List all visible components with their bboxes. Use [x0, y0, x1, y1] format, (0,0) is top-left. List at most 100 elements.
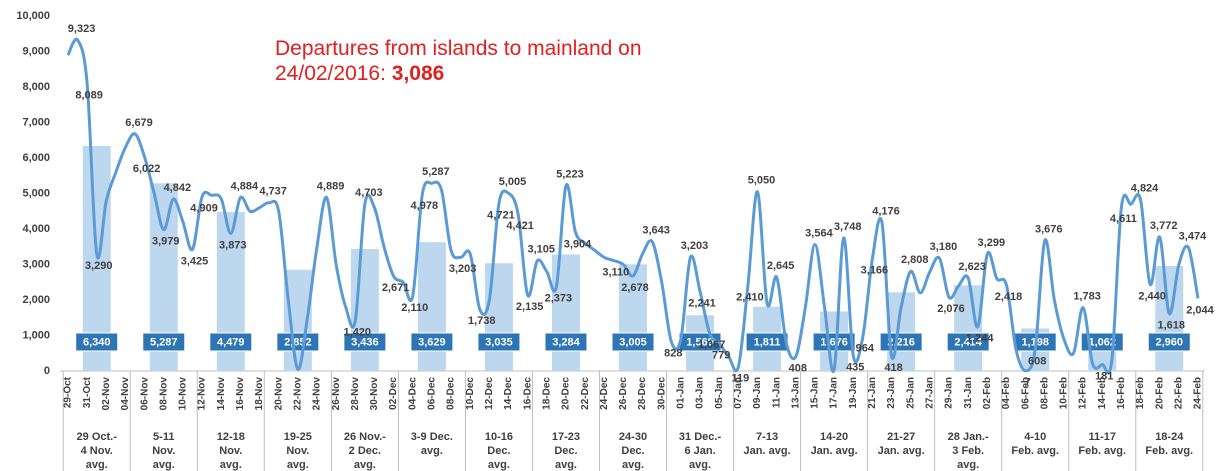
y-tick-label: 5,000 [22, 187, 50, 199]
data-label: 2,076 [937, 303, 965, 315]
x-tick-label: 20-Nov [273, 377, 284, 411]
data-label: 4,909 [190, 203, 218, 215]
week-label: Jan. avg. [811, 445, 858, 457]
week-label: 26 Nov.- [344, 431, 386, 443]
x-tick-label: 10-Feb [1059, 377, 1070, 409]
data-label: 828 [664, 348, 682, 360]
x-tick-label: 31-Jan [963, 377, 974, 409]
x-tick-label: 18-Dec [541, 377, 552, 410]
bar-value-label: 2,216 [887, 336, 915, 348]
data-label: 1,244 [966, 333, 994, 345]
bar-label-box [276, 332, 320, 352]
y-tick-label: 7,000 [22, 116, 50, 128]
week-label: 31 Dec.- [679, 431, 722, 443]
data-label: 435 [846, 361, 864, 373]
data-label: 4,421 [506, 220, 534, 232]
bar-value-label: 2,960 [1156, 336, 1184, 348]
data-label: 4,884 [231, 181, 259, 193]
y-tick-label: 8,000 [22, 81, 50, 93]
x-tick-label: 14-Feb [1097, 377, 1108, 409]
bar-label-box [544, 332, 588, 352]
x-tick-label: 08-Nov [158, 377, 169, 411]
data-label: 3,873 [219, 239, 247, 251]
x-tick-label: 19-Jan [848, 377, 859, 409]
bar-label-box [477, 332, 521, 352]
x-tick-label: 11-Jan [771, 377, 782, 408]
bar-label-box [343, 332, 387, 352]
y-tick-label: 2,000 [22, 294, 50, 306]
x-tick-label: 27-Jan [925, 377, 936, 409]
chart-title: Departures from islands to mainland on 2… [275, 37, 642, 85]
week-label: Nov. [152, 445, 175, 457]
week-label: 3 Feb. [952, 445, 984, 457]
bar [484, 263, 513, 371]
x-tick-label: 16-Dec [522, 377, 533, 410]
week-label: avg. [421, 445, 443, 457]
x-tick-label: 29-Oct [63, 376, 74, 408]
bar-label-box [1147, 332, 1191, 352]
bar-label-box [209, 332, 253, 352]
data-label: 5,005 [499, 176, 527, 188]
data-label: 2,110 [401, 302, 428, 314]
data-label: 2,440 [1138, 290, 1166, 302]
week-label: avg. [957, 459, 979, 471]
data-label: 4,703 [355, 187, 383, 199]
data-label: 6,022 [133, 163, 161, 175]
x-tick-label: 22-Nov [292, 377, 303, 411]
week-label: 18-24 [1155, 431, 1184, 443]
x-tick-label: 20-Feb [1154, 377, 1165, 409]
data-label: 181 [1095, 370, 1113, 382]
x-tick-label: 24-Dec [599, 377, 610, 410]
x-tick-label: 30-Nov [369, 377, 380, 411]
data-label: 4,737 [259, 186, 287, 198]
week-label: 11-17 [1088, 431, 1116, 443]
bar-value-label: 5,287 [150, 336, 178, 348]
data-label: 2,135 [516, 301, 544, 313]
week-label: 4 Nov. [81, 445, 113, 457]
bar-value-label: 6,340 [83, 336, 111, 348]
x-tick-label: 20-Dec [561, 377, 572, 410]
x-tick-label: 26-Nov [331, 377, 342, 411]
x-tick-label: 02-Feb [982, 377, 993, 409]
x-tick-label: 26-Dec [618, 377, 629, 410]
x-tick-label: 13-Jan [790, 377, 801, 409]
data-label: 3,290 [85, 260, 113, 272]
bar-value-label: 3,005 [619, 336, 647, 348]
week-label: Jan. avg. [744, 445, 791, 457]
y-tick-label: 1,000 [22, 329, 50, 341]
data-label: 3,203 [449, 263, 477, 275]
bar-value-label: 1,569 [686, 336, 714, 348]
data-label: 2,678 [621, 282, 649, 294]
bar-value-label: 4,479 [217, 336, 245, 348]
x-tick-label: 16-Nov [235, 377, 246, 411]
x-tick-label: 28-Nov [350, 377, 361, 411]
data-label: 119 [731, 373, 749, 385]
week-label: avg. [354, 459, 376, 471]
data-label: 5,287 [422, 166, 450, 178]
week-label: avg. [555, 459, 577, 471]
x-tick-label: 23-Jan [886, 377, 897, 409]
x-tick-label: 24-Feb [1193, 377, 1204, 409]
data-label: 3,643 [642, 225, 670, 237]
data-label: 4,824 [1131, 183, 1159, 195]
bar-value-label: 3,436 [351, 336, 379, 348]
week-label: Feb. avg. [1145, 445, 1193, 457]
data-label: 2,410 [736, 291, 764, 303]
data-label: 7 [1025, 377, 1031, 389]
x-tick-label: 18-Nov [254, 377, 265, 411]
data-label: 779 [712, 349, 730, 361]
week-label: avg. [153, 459, 175, 471]
bar-label-box [410, 332, 454, 352]
data-label: 4,842 [164, 182, 192, 194]
data-label: 2,645 [767, 260, 795, 272]
x-tick-label: 10-Dec [465, 377, 476, 410]
x-tick-label: 15-Jan [810, 377, 821, 409]
week-label: Nov. [286, 445, 309, 457]
x-tick-label: 02-Dec [388, 377, 399, 410]
y-tick-label: 9,000 [22, 45, 50, 57]
data-label: 418 [884, 362, 902, 374]
week-label: avg. [220, 459, 242, 471]
data-label: 3,772 [1150, 220, 1178, 232]
bar [1155, 265, 1184, 371]
data-label: 1,420 [344, 326, 372, 338]
